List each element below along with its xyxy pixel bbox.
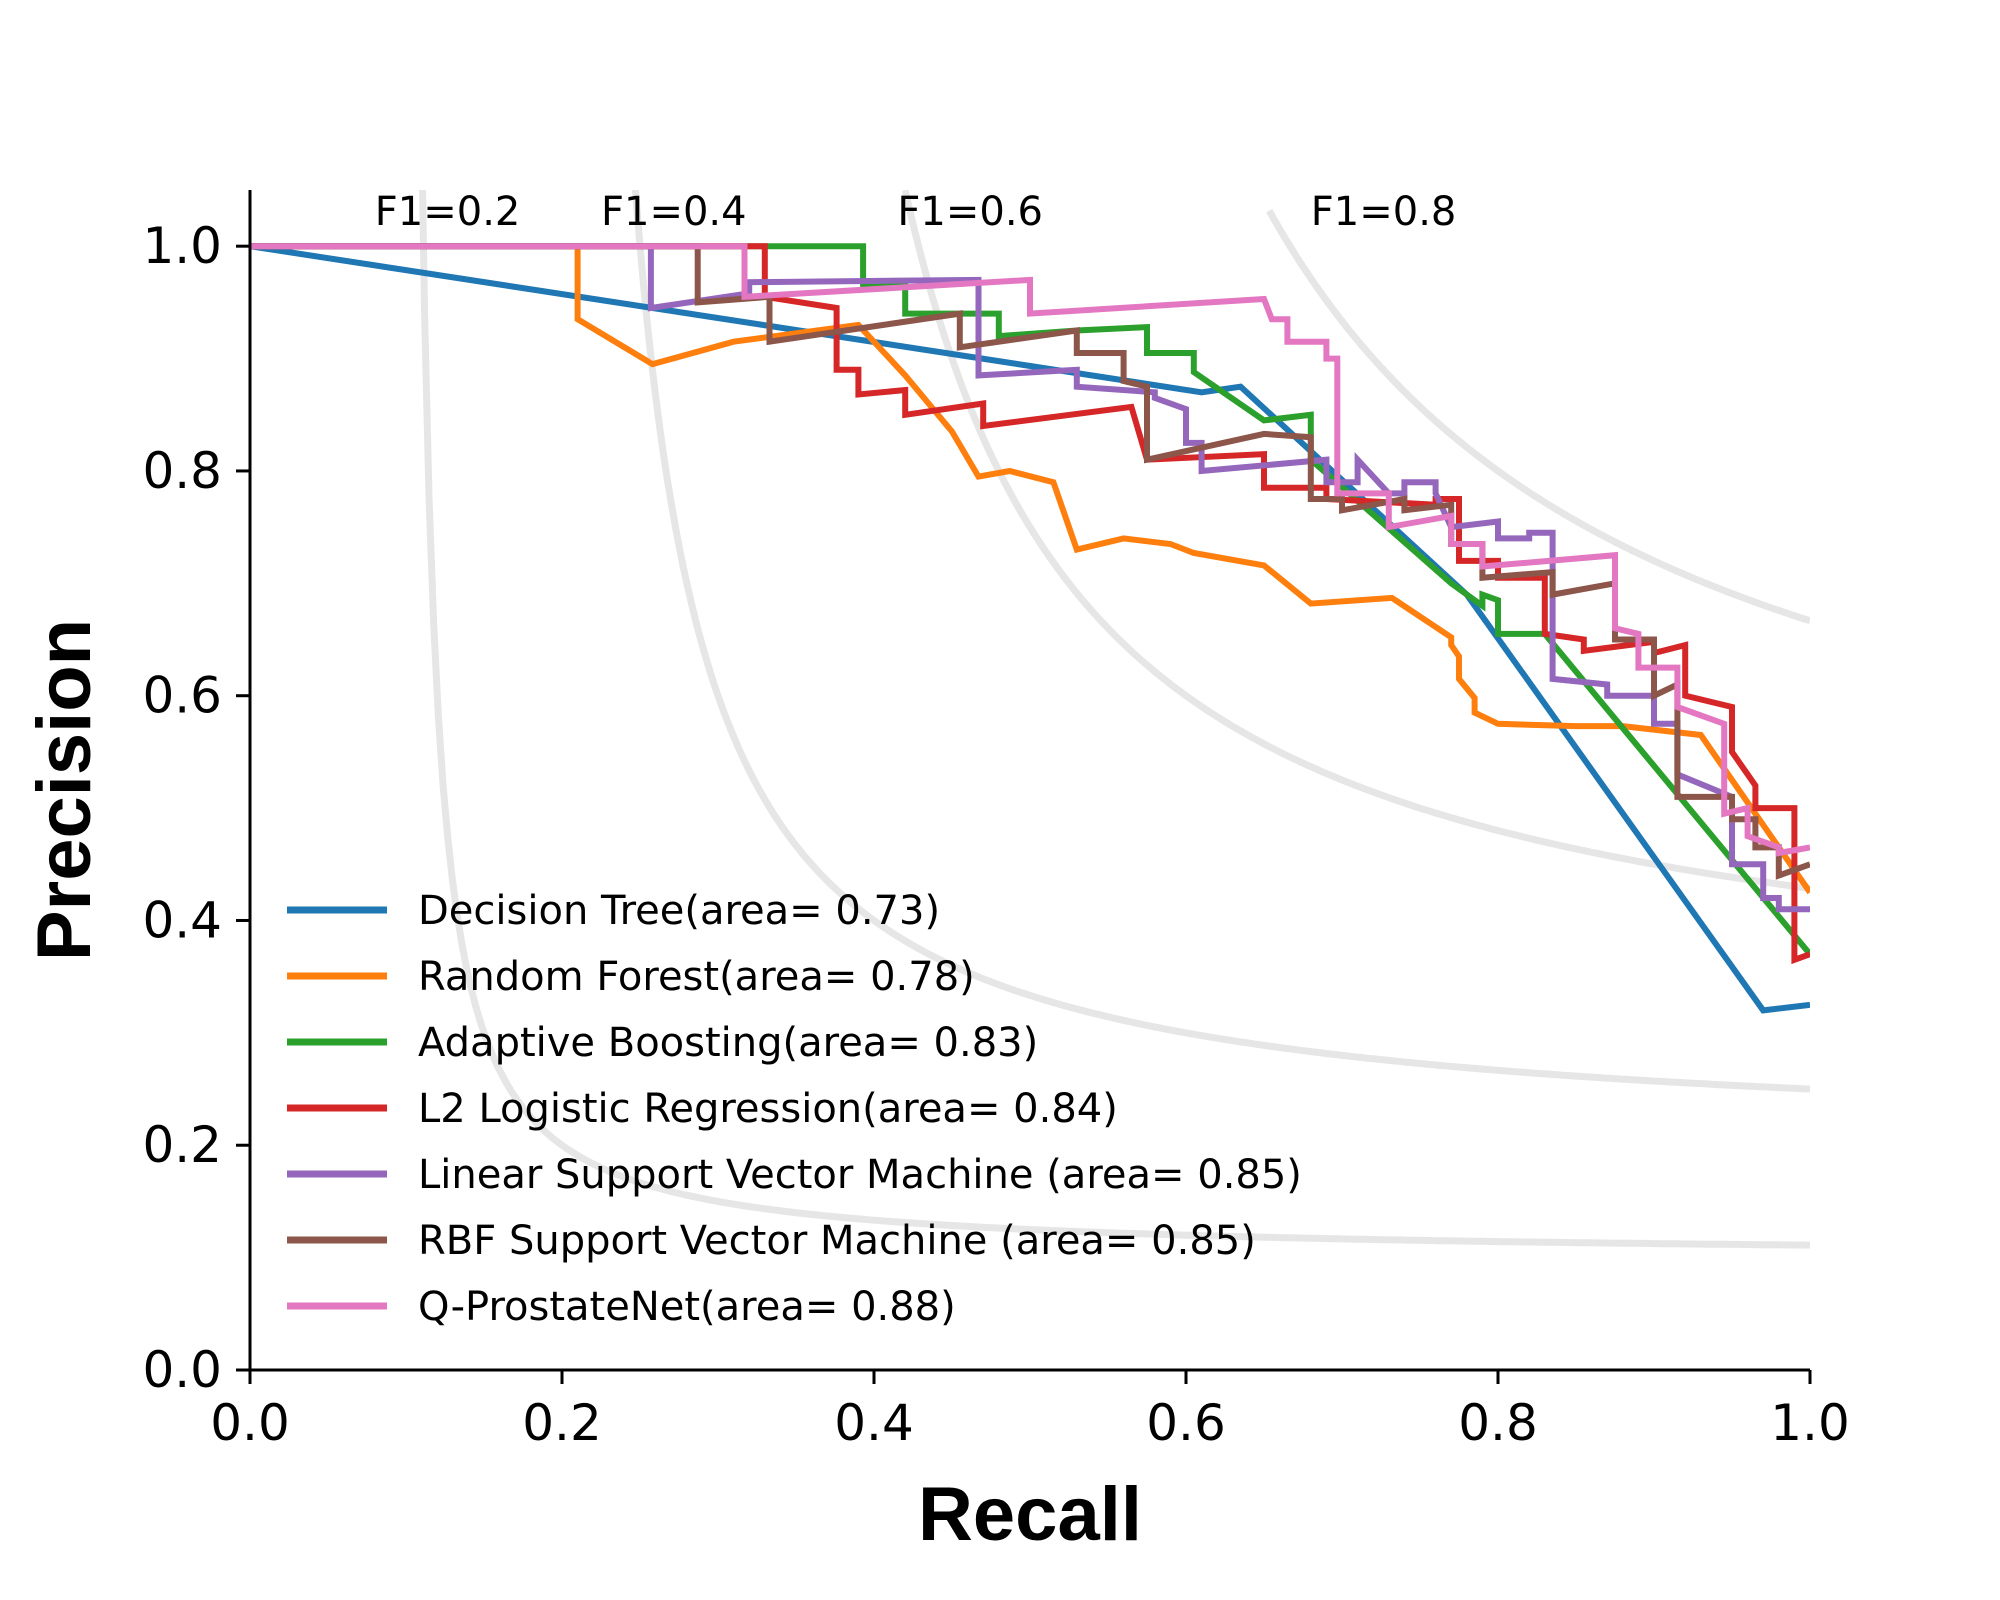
legend-label-4: L2 Logistic Regression(area= 0.84)	[418, 1086, 1118, 1132]
x-tick-label: 0.8	[1458, 1394, 1538, 1452]
legend-label-5: Linear Support Vector Machine (area= 0.8…	[418, 1152, 1302, 1198]
series-line-6	[250, 243, 1810, 880]
pr-curves	[250, 243, 1810, 1014]
iso-f1-label-1: F1=0.2	[375, 189, 521, 235]
x-tick-label: 1.0	[1770, 1394, 1850, 1452]
x-axis-title: Recall	[918, 1472, 1142, 1557]
series-line-7	[250, 243, 1810, 857]
iso-f1-label-3: F1=0.6	[897, 189, 1043, 235]
iso-f1-labels: F1=0.2 F1=0.4 F1=0.6 F1=0.8	[375, 189, 1457, 235]
legend-label-2: Random Forest(area= 0.78)	[418, 954, 975, 1000]
legend-label-7: Q-ProstateNet(area= 0.88)	[418, 1284, 956, 1330]
x-tick-label: 0.6	[1146, 1394, 1226, 1452]
x-tick-label: 0.4	[834, 1394, 914, 1452]
iso-f1-curve-3	[901, 190, 1810, 892]
series-line-5	[250, 243, 1810, 913]
legend: Decision Tree(area= 0.73) Random Forest(a…	[287, 888, 1302, 1330]
iso-f1-curve-4	[1266, 208, 1810, 625]
legend-label-1: Decision Tree(area= 0.73)	[418, 888, 940, 934]
y-tick-label: 0.4	[142, 891, 222, 949]
legend-label-6: RBF Support Vector Machine (area= 0.85)	[418, 1218, 1256, 1264]
y-axis-title: Precision	[22, 619, 107, 961]
iso-f1-curve-1	[419, 190, 1810, 1249]
series-line-2	[250, 243, 1810, 895]
y-tick-label: 1.0	[142, 217, 222, 275]
y-tick-label: 0.6	[142, 667, 222, 725]
series-line-3	[250, 243, 1810, 957]
iso-f1-label-4: F1=0.8	[1311, 189, 1457, 235]
iso-f1-curves	[419, 190, 1810, 1249]
y-tick-label: 0.8	[142, 442, 222, 500]
legend-label-3: Adaptive Boosting(area= 0.83)	[418, 1020, 1038, 1066]
x-tick-label: 0.0	[210, 1394, 290, 1452]
x-tick-label: 0.2	[522, 1394, 602, 1452]
y-tick-label: 0.2	[142, 1116, 222, 1174]
iso-f1-label-2: F1=0.4	[601, 189, 747, 235]
iso-f1-curve-2	[631, 190, 1810, 1093]
axes	[248, 190, 1810, 1372]
series-line-4	[250, 243, 1810, 965]
axis-ticks: 0.0 0.2 0.4 0.6 0.8 1.0 0.0 0.2 0.4 0.6 0.8 1.0	[142, 217, 1849, 1452]
y-tick-label: 0.0	[142, 1341, 222, 1399]
